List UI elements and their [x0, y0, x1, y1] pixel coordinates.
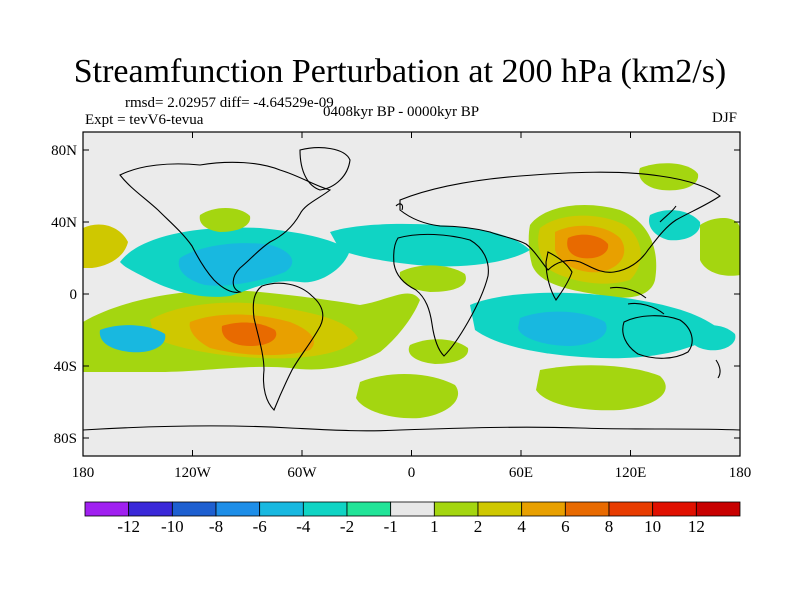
anomaly-core-red-south-pacific: [221, 322, 277, 346]
continent-outlines: [83, 147, 740, 432]
colorbar-label: 8: [604, 517, 614, 536]
india-outline: [545, 251, 573, 302]
colorbar-swatch: [128, 501, 173, 517]
chart-title: Streamfunction Perturbation at 200 hPa (…: [73, 53, 727, 90]
anomaly-band-green-southern-ocean-atlantic: [356, 374, 459, 419]
colorbar-swatch: [521, 501, 566, 517]
stats-label: rmsd= 2.02957 diff= -4.64529e-09: [125, 95, 334, 111]
contour-field: [83, 132, 740, 456]
x-tick-label: 180: [729, 465, 752, 481]
anomaly-band-teal-north-atlantic: [330, 223, 530, 267]
x-tick-label: 60E: [509, 465, 533, 481]
y-tick-label: 80S: [54, 431, 77, 447]
anomaly-band-green-east-pacific: [700, 218, 740, 276]
colorbar-swatch: [84, 501, 130, 517]
season-label: DJF: [712, 110, 738, 126]
colorbar-swatch: [433, 501, 479, 517]
colorbar-swatch: [695, 501, 741, 517]
y-axis: 80N 40N 0 40S 80S: [51, 143, 740, 447]
eurasia-outline: [399, 171, 721, 273]
anomaly-band-cyan-indian-ocean: [518, 311, 607, 346]
anomaly-band-green-southern-ocean-indian: [536, 365, 666, 411]
japan-outline: [659, 205, 677, 223]
colorbar-label: -12: [117, 517, 140, 536]
anomaly-core-red-asia: [567, 234, 609, 259]
x-axis: 180 120W 60W 0 60E 120E 180: [72, 132, 752, 481]
y-tick-label: 80N: [51, 143, 77, 159]
colorbar-label: 10: [644, 517, 662, 536]
x-tick-label: 120W: [174, 465, 212, 481]
anomaly-band-green-north-pacific-west: [199, 207, 251, 232]
colorbar-swatch: [215, 501, 261, 517]
x-tick-label: 0: [408, 465, 416, 481]
y-tick-label: 40S: [54, 359, 77, 375]
colorbar-label: 6: [561, 517, 570, 536]
colorbar-label: -10: [160, 517, 184, 536]
antarctica-outline: [83, 425, 740, 432]
colorbar-swatch: [171, 501, 217, 517]
british-isles-outline: [395, 203, 404, 211]
colorbar-label: -2: [339, 517, 355, 536]
australia-outline: [622, 315, 693, 359]
colorbar-label: 2: [473, 517, 483, 536]
north-america-outline: [119, 161, 332, 293]
south-america-outline: [252, 282, 324, 411]
x-tick-label: 120E: [615, 465, 647, 481]
colorbar-swatch: [390, 501, 435, 517]
new-zealand-outline: [715, 359, 721, 379]
anomaly-band-cyan-south-pacific-west: [99, 325, 166, 353]
y-tick-label: 40N: [51, 215, 77, 231]
colorbar-swatch: [477, 501, 523, 517]
colorbar-swatch: [564, 501, 610, 517]
colorbar-label: 4: [517, 517, 526, 536]
x-tick-label: 180: [72, 465, 95, 481]
anomaly-band-cyan-caribbean: [178, 243, 293, 286]
y-tick-label: 0: [70, 287, 78, 303]
colorbar-swatch: [259, 501, 304, 517]
colorbar-swatch: [608, 501, 654, 517]
colorbar-swatch: [346, 501, 392, 517]
x-tick-label: 60W: [287, 465, 317, 481]
period-label: 0408kyr BP - 0000kyr BP: [323, 104, 480, 120]
colorbar-label: 1: [430, 517, 439, 536]
anomaly-band-green-north-africa: [399, 265, 466, 292]
anomaly-band-green-west-pacific-tropics: [83, 224, 128, 268]
anomaly-band-teal-southwest-pacific: [688, 325, 736, 351]
colorbar-swatch: [302, 501, 348, 517]
colorbar: [84, 501, 741, 517]
colorbar-swatch: [652, 501, 697, 517]
colorbar-label: -1: [383, 517, 398, 536]
colorbar-label: -4: [296, 517, 311, 536]
colorbar-label: -6: [252, 517, 267, 536]
greenland-outline: [299, 147, 351, 191]
africa-outline: [393, 233, 489, 357]
southeast-asia-islands-outline: [609, 286, 665, 315]
colorbar-label: -8: [208, 517, 224, 536]
colorbar-label: 12: [687, 517, 705, 536]
experiment-label: Expt = tevV6-tevua: [85, 112, 204, 128]
